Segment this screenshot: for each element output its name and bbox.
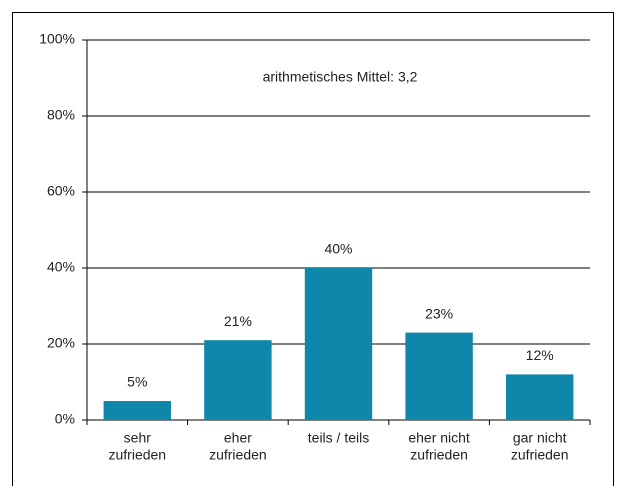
y-tick-label: 80% — [47, 107, 75, 123]
x-tick-label: teils / teils — [308, 430, 369, 446]
annotation: arithmetisches Mittel: 3,2 — [263, 69, 418, 85]
x-tick-label: eher nicht — [408, 430, 470, 446]
value-label: 40% — [324, 241, 352, 257]
x-tick-label: zufrieden — [209, 447, 267, 463]
value-label: 21% — [224, 313, 252, 329]
x-tick-label: eher — [224, 430, 252, 446]
bar — [204, 340, 272, 420]
bar — [103, 401, 172, 420]
x-tick-label: sehr — [124, 430, 152, 446]
value-label: 23% — [425, 305, 453, 321]
bar — [405, 332, 473, 420]
bar — [304, 268, 373, 420]
x-tick-label: zufrieden — [511, 447, 569, 463]
x-tick-label: zufrieden — [410, 447, 468, 463]
y-tick-label: 0% — [55, 411, 75, 427]
y-tick-label: 100% — [39, 31, 75, 47]
bar — [505, 374, 574, 420]
x-tick-label: gar nicht — [513, 430, 567, 446]
x-tick-label: zufrieden — [109, 447, 167, 463]
y-tick-label: 20% — [47, 335, 75, 351]
value-label: 12% — [526, 347, 554, 363]
y-tick-label: 60% — [47, 183, 75, 199]
value-label: 5% — [127, 374, 147, 390]
y-tick-label: 40% — [47, 259, 75, 275]
